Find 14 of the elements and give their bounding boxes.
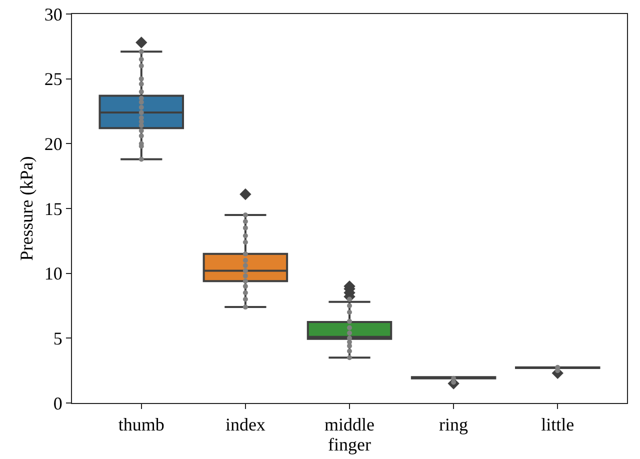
y-tick-label: 30 [44,4,62,24]
y-axis-title: Pressure (kPa) [16,156,37,261]
x-tick-label: middle [324,414,375,435]
x-tick-label: thumb [118,414,164,435]
x-tick-label: little [541,414,574,435]
y-tick-label: 0 [53,393,62,414]
x-axis-title: finger [328,434,371,455]
y-tick-label: 15 [44,198,62,219]
y-tick-label: 25 [44,69,62,90]
x-tick-label: index [225,414,266,435]
y-tick-label: 20 [44,134,62,154]
x-tick-label: ring [439,414,468,435]
y-tick-label: 10 [44,264,62,284]
y-tick-label: 5 [53,328,62,348]
